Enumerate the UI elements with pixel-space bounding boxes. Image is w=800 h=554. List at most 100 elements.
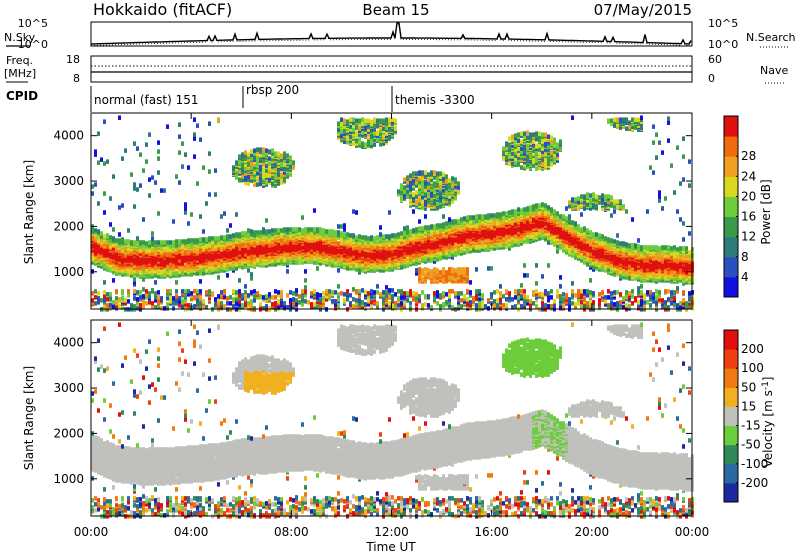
power-cell <box>406 298 409 303</box>
power-cell <box>247 152 250 157</box>
power-cell <box>244 284 247 289</box>
power-cell <box>250 290 253 295</box>
power-cell <box>217 294 220 299</box>
power-cell <box>169 261 172 266</box>
power-cell <box>244 162 247 167</box>
power-cell <box>376 284 379 289</box>
power-cell <box>394 301 397 306</box>
power-cell <box>97 300 100 305</box>
power-cell <box>418 219 421 224</box>
power-cell <box>112 246 115 251</box>
power-cell <box>235 293 238 298</box>
power-cell <box>103 191 106 196</box>
power-cell <box>412 209 415 214</box>
power-cell <box>370 134 373 139</box>
power-cell <box>394 292 397 297</box>
power-cell <box>208 121 211 126</box>
power-cell <box>301 298 304 303</box>
power-cell <box>244 295 247 300</box>
power-cell <box>349 301 352 306</box>
power-cell <box>253 294 256 299</box>
power-cell <box>220 214 223 219</box>
power-cell <box>238 232 241 237</box>
power-cell <box>97 131 100 136</box>
power-cell <box>184 295 187 300</box>
power-cell <box>367 236 370 241</box>
power-cell <box>151 305 154 310</box>
power-cell <box>208 298 211 303</box>
power-cell <box>157 240 160 245</box>
power-cell <box>154 298 157 303</box>
power-cell <box>238 302 241 307</box>
power-cell <box>283 155 286 160</box>
power-cell <box>91 302 94 307</box>
power-cell <box>184 302 187 307</box>
power-cell <box>127 293 130 298</box>
power-cell <box>304 299 307 304</box>
power-cell <box>244 300 247 305</box>
power-cell <box>253 148 256 153</box>
power-cell <box>256 159 259 164</box>
power-cell <box>160 188 163 193</box>
power-cell <box>235 290 238 295</box>
power-cell <box>154 251 157 256</box>
power-cell <box>148 248 151 253</box>
power-cell <box>334 230 337 235</box>
power-cell <box>244 150 247 155</box>
power-cell <box>265 180 268 185</box>
power-cell <box>409 173 412 178</box>
power-cell <box>316 300 319 305</box>
power-cell <box>403 230 406 235</box>
power-cell <box>226 301 229 306</box>
power-cell <box>397 303 400 308</box>
power-cell <box>145 295 148 300</box>
power-cell <box>193 304 196 309</box>
power-cell <box>304 285 307 290</box>
power-cell <box>259 178 262 183</box>
power-cell <box>379 225 382 230</box>
station-title: Hokkaido (fitACF) <box>93 0 232 19</box>
power-cell <box>382 301 385 306</box>
power-cell <box>202 229 205 234</box>
power-cell <box>268 166 271 171</box>
power-cell <box>361 235 364 240</box>
power-cell <box>229 295 232 300</box>
power-cell <box>391 288 394 293</box>
power-cell <box>286 293 289 298</box>
power-cell <box>190 212 193 217</box>
power-cell <box>274 175 277 180</box>
power-cell <box>277 299 280 304</box>
power-cell <box>259 164 262 169</box>
power-cell <box>169 253 172 258</box>
power-cell <box>283 170 286 175</box>
power-cell <box>244 303 247 308</box>
power-cell <box>304 237 307 242</box>
power-cell <box>253 155 256 160</box>
power-cell <box>112 304 115 309</box>
power-cell <box>313 302 316 307</box>
power-cell <box>220 235 223 240</box>
power-cell <box>145 289 148 294</box>
power-cell <box>334 299 337 304</box>
power-cell <box>388 210 391 215</box>
power-cell <box>412 297 415 302</box>
power-cell <box>370 300 373 305</box>
power-cell <box>337 268 340 273</box>
power-cell <box>130 172 133 177</box>
power-cell <box>277 290 280 295</box>
power-cell <box>361 141 364 146</box>
power-cell <box>355 235 358 240</box>
power-cell <box>139 295 142 300</box>
power-cell <box>208 169 211 174</box>
power-cell <box>169 269 172 274</box>
power-cell <box>166 305 169 310</box>
power-cell <box>217 117 220 122</box>
power-cell <box>364 235 367 240</box>
power-cell <box>94 149 97 154</box>
power-cell <box>226 234 229 239</box>
power-cell <box>304 269 307 274</box>
power-cell <box>298 294 301 299</box>
power-cell <box>268 229 271 234</box>
power-cell <box>331 290 334 295</box>
power-cell <box>199 247 202 252</box>
